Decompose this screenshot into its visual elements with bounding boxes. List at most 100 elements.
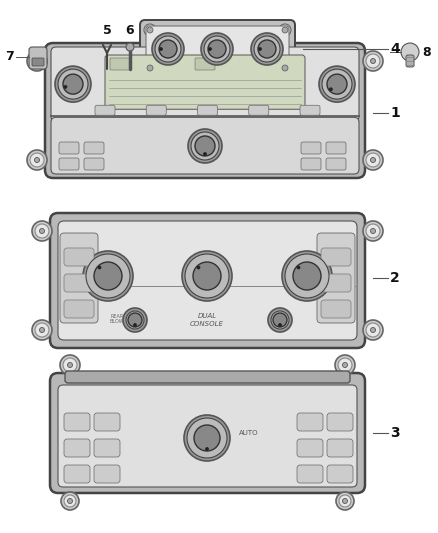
FancyBboxPatch shape bbox=[64, 300, 94, 318]
FancyBboxPatch shape bbox=[300, 105, 320, 115]
FancyBboxPatch shape bbox=[146, 26, 289, 72]
Circle shape bbox=[322, 69, 352, 99]
Circle shape bbox=[63, 358, 77, 372]
FancyBboxPatch shape bbox=[32, 58, 44, 66]
Circle shape bbox=[371, 157, 375, 163]
Circle shape bbox=[208, 47, 212, 51]
Circle shape bbox=[366, 153, 380, 167]
FancyBboxPatch shape bbox=[50, 213, 365, 348]
Circle shape bbox=[55, 66, 91, 102]
Circle shape bbox=[282, 251, 332, 301]
FancyBboxPatch shape bbox=[84, 142, 104, 154]
Text: 8: 8 bbox=[422, 45, 431, 59]
FancyBboxPatch shape bbox=[301, 158, 321, 170]
FancyBboxPatch shape bbox=[297, 413, 323, 431]
Circle shape bbox=[98, 266, 101, 269]
Circle shape bbox=[363, 150, 383, 170]
Circle shape bbox=[152, 33, 184, 65]
Circle shape bbox=[254, 36, 280, 62]
Circle shape bbox=[67, 362, 73, 367]
FancyBboxPatch shape bbox=[64, 465, 90, 483]
Circle shape bbox=[144, 62, 156, 74]
Text: 1: 1 bbox=[390, 106, 400, 120]
FancyBboxPatch shape bbox=[406, 55, 414, 67]
Circle shape bbox=[83, 251, 133, 301]
FancyBboxPatch shape bbox=[64, 248, 94, 266]
Circle shape bbox=[339, 495, 351, 507]
Text: 3: 3 bbox=[390, 426, 399, 440]
FancyBboxPatch shape bbox=[321, 248, 351, 266]
Text: 2: 2 bbox=[390, 271, 400, 285]
FancyBboxPatch shape bbox=[65, 371, 350, 383]
FancyBboxPatch shape bbox=[45, 43, 365, 178]
Circle shape bbox=[123, 308, 147, 332]
FancyBboxPatch shape bbox=[297, 465, 323, 483]
Circle shape bbox=[204, 152, 206, 156]
Circle shape bbox=[293, 262, 321, 290]
Circle shape bbox=[35, 59, 39, 63]
FancyBboxPatch shape bbox=[94, 465, 120, 483]
Circle shape bbox=[184, 415, 230, 461]
Circle shape bbox=[258, 47, 261, 51]
Circle shape bbox=[188, 129, 222, 163]
FancyBboxPatch shape bbox=[29, 47, 47, 69]
Circle shape bbox=[336, 492, 354, 510]
Circle shape bbox=[251, 33, 283, 65]
FancyBboxPatch shape bbox=[317, 233, 355, 323]
FancyBboxPatch shape bbox=[301, 142, 321, 154]
Text: 4: 4 bbox=[390, 42, 400, 56]
Circle shape bbox=[144, 24, 156, 36]
Circle shape bbox=[39, 229, 45, 233]
Circle shape bbox=[401, 43, 419, 61]
Circle shape bbox=[371, 327, 375, 333]
Circle shape bbox=[335, 355, 355, 375]
Circle shape bbox=[366, 54, 380, 68]
Text: REAR
BLOW: REAR BLOW bbox=[110, 313, 124, 325]
Circle shape bbox=[279, 324, 282, 327]
Circle shape bbox=[366, 323, 380, 337]
Circle shape bbox=[60, 355, 80, 375]
FancyBboxPatch shape bbox=[198, 105, 218, 115]
FancyBboxPatch shape bbox=[195, 58, 215, 70]
Circle shape bbox=[35, 157, 39, 163]
Circle shape bbox=[201, 33, 233, 65]
Text: 6: 6 bbox=[126, 24, 134, 37]
Circle shape bbox=[297, 266, 300, 269]
Circle shape bbox=[329, 88, 332, 91]
FancyBboxPatch shape bbox=[84, 158, 104, 170]
Circle shape bbox=[27, 51, 47, 71]
Circle shape bbox=[366, 224, 380, 238]
FancyBboxPatch shape bbox=[50, 373, 365, 493]
Text: DUAL
CONSOLE: DUAL CONSOLE bbox=[190, 313, 224, 327]
Circle shape bbox=[204, 36, 230, 62]
FancyBboxPatch shape bbox=[326, 158, 346, 170]
FancyBboxPatch shape bbox=[94, 439, 120, 457]
FancyBboxPatch shape bbox=[140, 20, 295, 78]
Circle shape bbox=[58, 69, 88, 99]
FancyBboxPatch shape bbox=[59, 142, 79, 154]
Circle shape bbox=[273, 313, 287, 327]
FancyBboxPatch shape bbox=[327, 465, 353, 483]
FancyBboxPatch shape bbox=[58, 385, 357, 487]
Circle shape bbox=[147, 27, 153, 33]
Circle shape bbox=[363, 320, 383, 340]
Circle shape bbox=[268, 308, 292, 332]
Circle shape bbox=[126, 311, 144, 329]
Circle shape bbox=[258, 40, 276, 58]
Circle shape bbox=[35, 224, 49, 238]
Circle shape bbox=[35, 323, 49, 337]
Circle shape bbox=[128, 313, 142, 327]
Circle shape bbox=[182, 251, 232, 301]
Circle shape bbox=[134, 324, 137, 327]
FancyBboxPatch shape bbox=[249, 105, 269, 115]
Circle shape bbox=[327, 74, 347, 94]
Circle shape bbox=[86, 254, 130, 298]
Circle shape bbox=[64, 495, 76, 507]
FancyBboxPatch shape bbox=[95, 105, 115, 115]
FancyBboxPatch shape bbox=[60, 233, 98, 323]
Circle shape bbox=[205, 448, 208, 450]
FancyBboxPatch shape bbox=[64, 439, 90, 457]
Circle shape bbox=[363, 51, 383, 71]
Circle shape bbox=[279, 62, 291, 74]
FancyBboxPatch shape bbox=[326, 142, 346, 154]
